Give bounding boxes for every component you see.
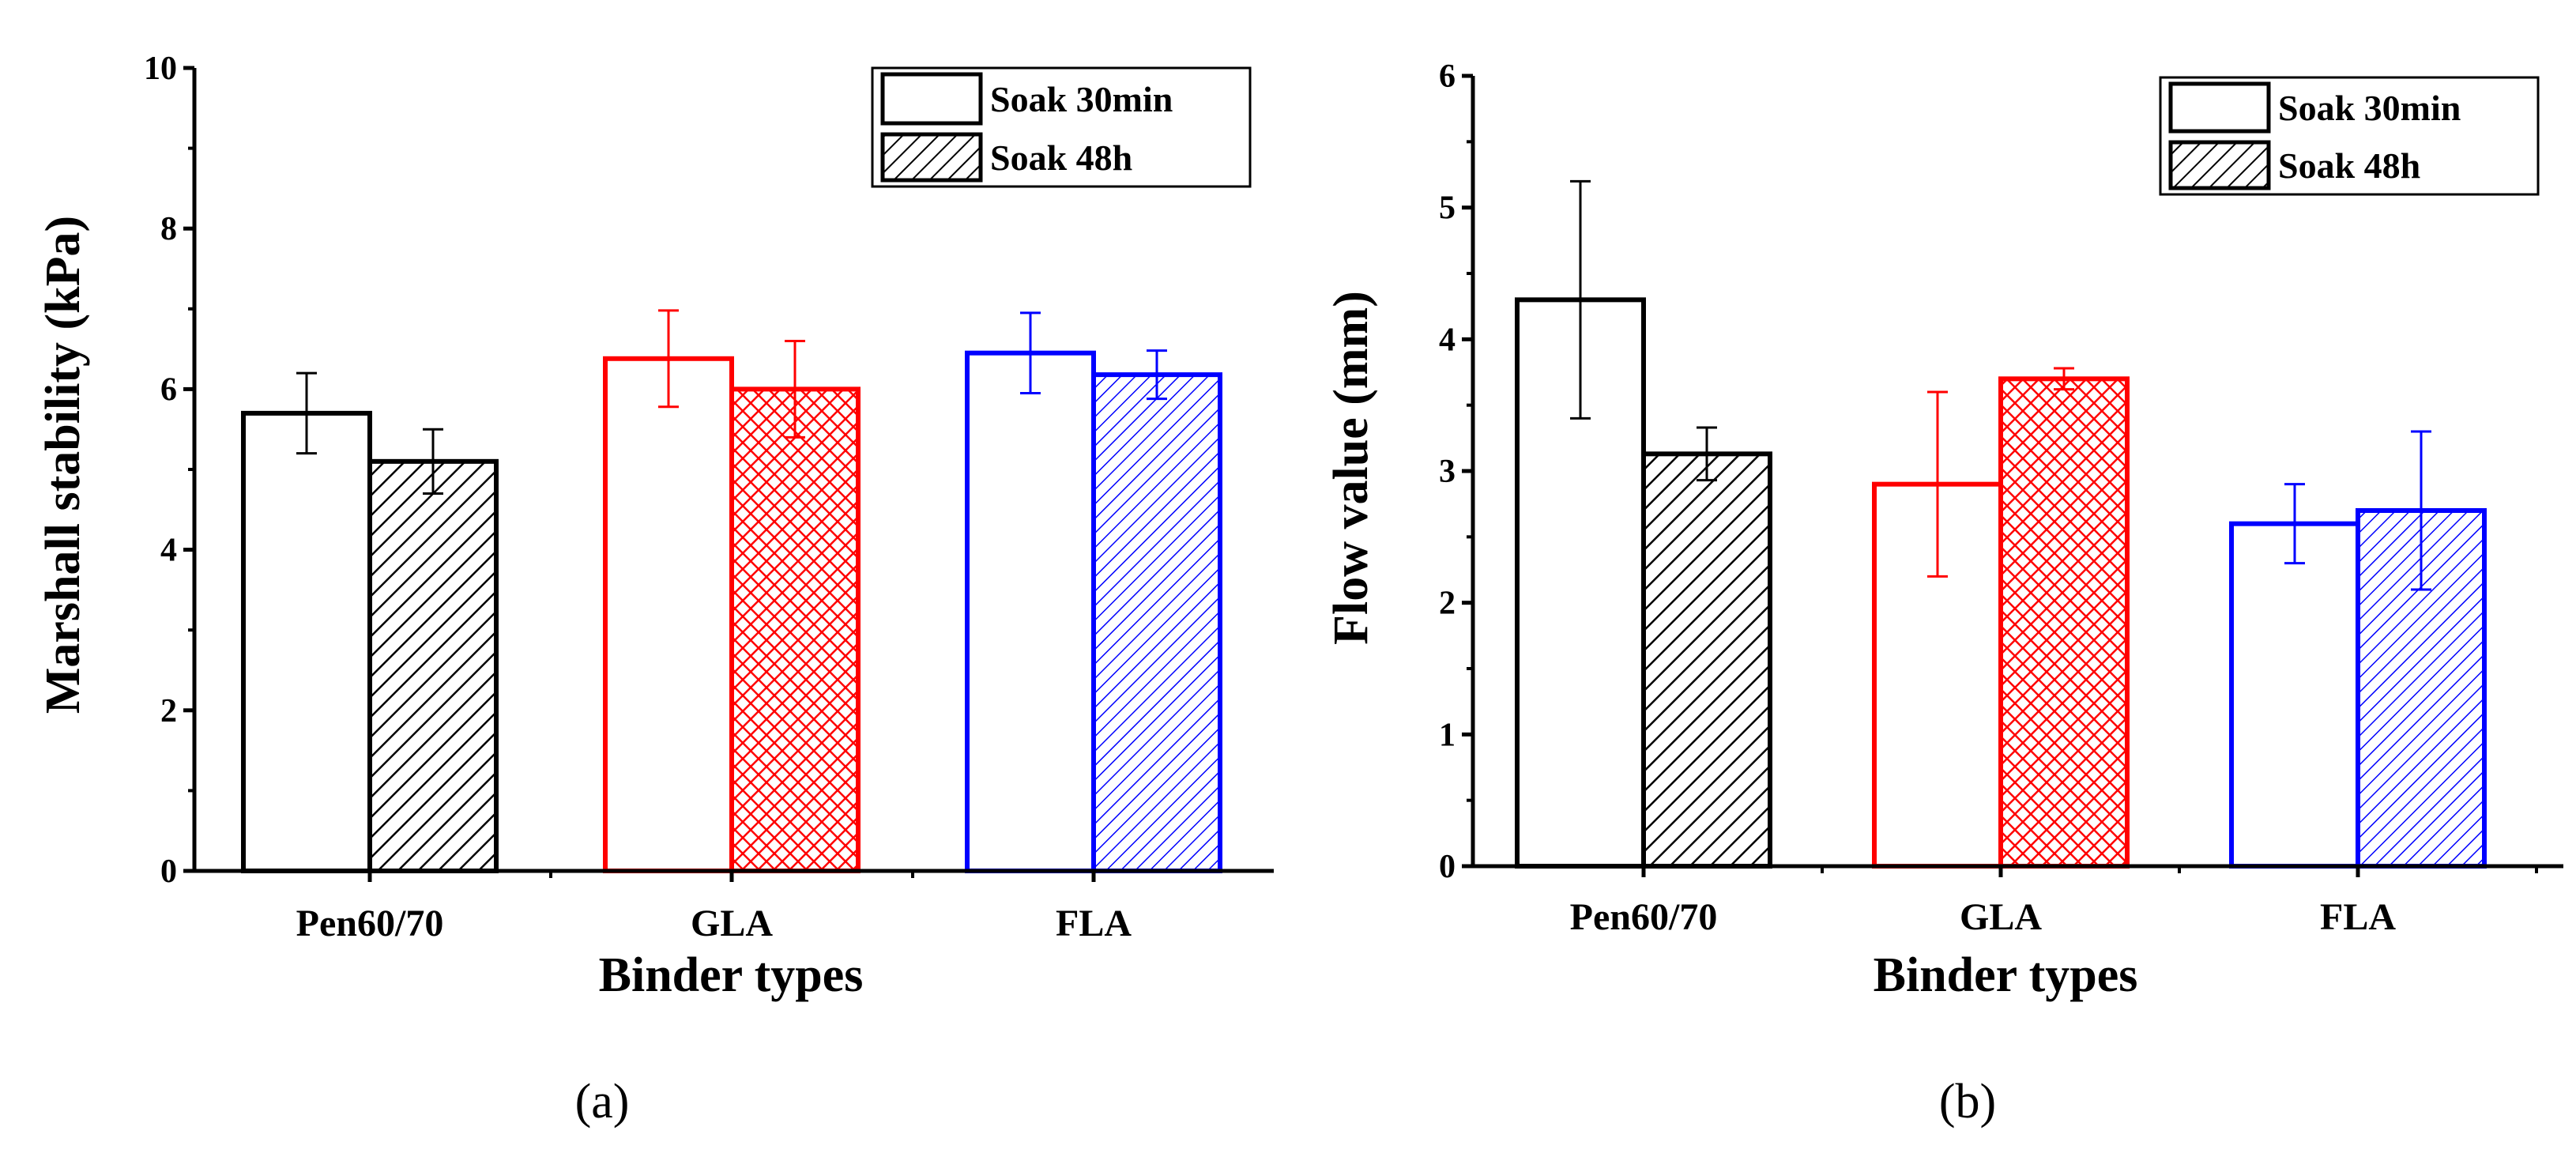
panel-b-ylabel: Flow value (mm) (1324, 291, 1378, 645)
y-tick-label: 2 (1439, 586, 1456, 622)
panel-b-legend: Soak 30min Soak 48h (2159, 76, 2540, 196)
bar-pen6070-soak-30min (241, 410, 372, 873)
x-tick-label: FLA (1056, 903, 1132, 944)
panel-b-xlabel: Binder types (1874, 948, 2138, 1002)
bar-gla-soak-30min (603, 356, 734, 873)
bar-pen6070-soak-48h (1641, 451, 1772, 869)
panel-a-ylabel: Marshall stability (kPa) (36, 216, 90, 714)
x-tick-label: Pen60/70 (1570, 896, 1718, 938)
legend-swatch-open (2168, 81, 2271, 134)
panel-a-xlabel: Binder types (599, 948, 864, 1002)
legend-label: Soak 30min (2278, 88, 2461, 128)
y-tick-label: 6 (1439, 58, 1456, 95)
bar-pen6070-soak-48h (367, 458, 499, 873)
legend-label: Soak 48h (2278, 145, 2420, 186)
y-tick-label: 5 (1439, 190, 1456, 227)
x-tick-label: Pen60/70 (296, 903, 444, 944)
bar-fla-soak-48h (1091, 372, 1222, 873)
legend-swatch-hatched (2168, 140, 2271, 190)
x-tick-label: GLA (1960, 896, 2042, 938)
y-tick-label: 0 (1439, 849, 1456, 885)
y-tick-label: 8 (160, 211, 177, 247)
y-tick-label: 10 (144, 51, 177, 87)
panel-a-legend: Soak 30min Soak 48h (871, 66, 1252, 188)
y-tick-label: 4 (160, 533, 177, 569)
legend-swatch-hatched (880, 132, 983, 183)
y-tick-label: 3 (1439, 454, 1456, 490)
y-tick-label: 2 (160, 693, 177, 729)
panel-b-plot: Pen60/70 GLA FLA 0 1 2 3 4 5 6 (1439, 58, 2563, 938)
bar-fla-soak-30min (2229, 521, 2360, 869)
legend-swatch-open (880, 72, 983, 126)
panel-b-label: (b) (1939, 1075, 1996, 1129)
legend-label: Soak 30min (990, 79, 1173, 119)
y-tick-label: 4 (1439, 322, 1456, 358)
panel-a-label: (a) (575, 1075, 630, 1129)
legend-label: Soak 48h (990, 138, 1132, 178)
y-tick-label: 0 (160, 854, 177, 890)
panel-b: Flow value (mm) Binder types (b) Soak 30… (1324, 76, 2540, 1129)
y-tick-label: 6 (160, 371, 177, 408)
y-tick-label: 1 (1439, 717, 1456, 753)
panel-a-plot: Pen60/70 GLA FLA 0 2 4 6 8 10 (144, 51, 1274, 944)
x-tick-label: FLA (2320, 896, 2396, 938)
bar-gla-soak-48h (729, 386, 861, 873)
bar-fla-soak-30min (965, 350, 1096, 873)
x-tick-label: GLA (691, 903, 773, 944)
panel-a: Marshall stability (kPa) Binder types (a… (36, 66, 1252, 1129)
bar-gla-soak-48h (1998, 376, 2130, 869)
